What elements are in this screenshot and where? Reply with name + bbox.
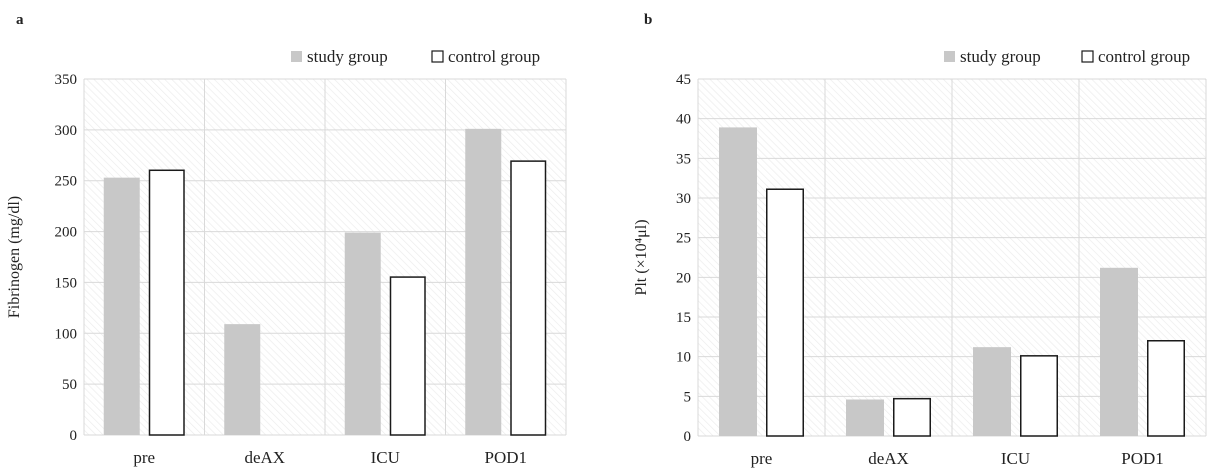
bar-control-group xyxy=(511,161,546,435)
y-tick-label: 10 xyxy=(676,350,691,366)
chart-panel-a: a 0 50 100 150 200 250 300 350 pre deAX ICU POD1 Fibr… xyxy=(0,0,600,472)
x-category-label: deAX xyxy=(868,449,909,468)
bar-study-group xyxy=(104,178,140,435)
bar-study-group xyxy=(465,129,501,435)
y-tick-label: 50 xyxy=(62,377,77,393)
x-category-label: POD1 xyxy=(484,448,527,467)
fibrinogen-chart: a 0 50 100 150 200 250 300 350 pre deAX ICU POD1 Fibr… xyxy=(0,0,600,472)
bar-control-group xyxy=(894,399,931,436)
bar-study-group xyxy=(719,127,757,436)
y-axis-label: Plt (×10⁴μl) xyxy=(633,219,650,295)
legend-label-control: control group xyxy=(1098,47,1190,66)
bar-study-group xyxy=(1100,268,1138,436)
y-tick-label: 250 xyxy=(55,174,78,190)
y-tick-label: 0 xyxy=(684,429,692,445)
bar-study-group xyxy=(846,400,884,436)
bar-study-group xyxy=(345,233,381,435)
x-category-label: pre xyxy=(751,449,773,468)
y-tick-label: 35 xyxy=(676,151,691,167)
legend-swatch-study xyxy=(944,51,955,62)
platelet-chart: b 0 5 10 15 20 25 30 35 40 45 pre deAX ICU POD1 Plt (×1… xyxy=(609,0,1218,472)
y-tick-label: 15 xyxy=(676,310,691,326)
legend-label-study: study group xyxy=(960,47,1041,66)
y-tick-label: 45 xyxy=(676,72,691,88)
legend-swatch-control xyxy=(1082,51,1093,62)
x-category-label: ICU xyxy=(1001,449,1030,468)
bar-study-group xyxy=(973,347,1011,436)
legend-swatch-control xyxy=(432,51,443,62)
bar-study-group xyxy=(224,324,260,435)
legend-swatch-study xyxy=(291,51,302,62)
bar-control-group xyxy=(1021,356,1058,436)
y-tick-label: 150 xyxy=(55,275,78,291)
legend-label-study: study group xyxy=(307,47,388,66)
bar-control-group xyxy=(391,277,426,435)
y-tick-label: 30 xyxy=(676,191,691,207)
y-tick-label: 300 xyxy=(55,123,78,139)
legend-label-control: control group xyxy=(448,47,540,66)
y-tick-label: 0 xyxy=(70,428,78,444)
x-category-label: pre xyxy=(133,448,155,467)
y-tick-label: 20 xyxy=(676,270,691,286)
bar-control-group xyxy=(1148,341,1185,436)
y-tick-label: 40 xyxy=(676,112,691,128)
panel-letter: b xyxy=(644,12,652,28)
y-tick-label: 200 xyxy=(55,225,78,241)
chart-panel-b: b 0 5 10 15 20 25 30 35 40 45 pre deAX ICU POD1 Plt (×1… xyxy=(609,0,1218,472)
x-category-label: deAX xyxy=(244,448,285,467)
y-tick-label: 25 xyxy=(676,231,691,247)
y-tick-label: 100 xyxy=(55,326,78,342)
bar-control-group xyxy=(150,170,185,435)
x-category-label: ICU xyxy=(371,448,400,467)
x-category-label: POD1 xyxy=(1121,449,1164,468)
panel-letter: a xyxy=(16,12,24,28)
bar-control-group xyxy=(767,189,804,436)
y-tick-label: 5 xyxy=(684,389,692,405)
y-axis-label: Fibrinogen (mg/dl) xyxy=(6,196,23,318)
y-tick-label: 350 xyxy=(55,72,78,88)
